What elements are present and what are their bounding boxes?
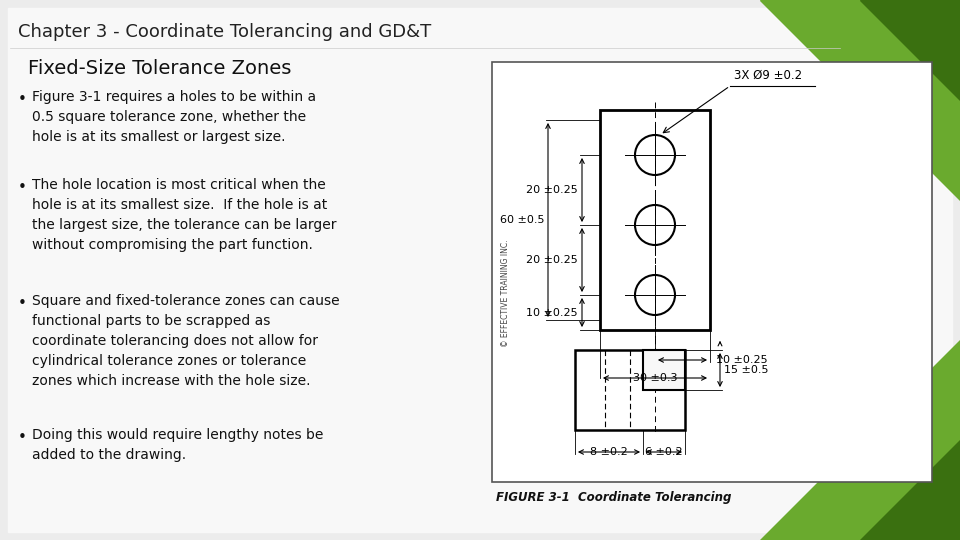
Text: Chapter 3 - Coordinate Tolerancing and GD&T: Chapter 3 - Coordinate Tolerancing and G… [18, 23, 431, 41]
Bar [492, 62, 932, 482]
Bar [643, 350, 685, 390]
Text: 15 ±0.5: 15 ±0.5 [724, 365, 768, 375]
Text: 20 ±0.25: 20 ±0.25 [526, 255, 578, 265]
Text: 10 ±0.25: 10 ±0.25 [526, 307, 578, 318]
Text: 30 ±0.3: 30 ±0.3 [633, 373, 677, 383]
Text: FIGURE 3-1  Coordinate Tolerancing: FIGURE 3-1 Coordinate Tolerancing [496, 491, 732, 504]
Bar [575, 350, 685, 430]
Text: 8 ±0.2: 8 ±0.2 [590, 447, 628, 457]
Text: 3X Ø9 ±0.2: 3X Ø9 ±0.2 [734, 69, 803, 82]
Polygon shape [760, 340, 960, 540]
Text: •: • [18, 296, 27, 311]
Text: 10 ±0.25: 10 ±0.25 [716, 355, 768, 365]
Text: 6 ±0.2: 6 ±0.2 [645, 447, 683, 457]
Polygon shape [860, 440, 960, 540]
Text: Fixed-Size Tolerance Zones: Fixed-Size Tolerance Zones [28, 58, 292, 78]
Text: Doing this would require lengthy notes be
added to the drawing.: Doing this would require lengthy notes b… [32, 428, 324, 462]
Text: 20 ±0.25: 20 ±0.25 [526, 185, 578, 195]
Text: The hole location is most critical when the
hole is at its smallest size.  If th: The hole location is most critical when … [32, 178, 337, 252]
Text: Square and fixed-tolerance zones can cause
functional parts to be scrapped as
co: Square and fixed-tolerance zones can cau… [32, 294, 340, 388]
Text: 60 ±0.5: 60 ±0.5 [499, 215, 544, 225]
Polygon shape [760, 0, 960, 200]
Text: © EFFECTIVE TRAINING INC.: © EFFECTIVE TRAINING INC. [501, 239, 511, 347]
Text: •: • [18, 92, 27, 107]
Polygon shape [860, 0, 960, 100]
Bar [600, 110, 710, 330]
Text: Figure 3-1 requires a holes to be within a
0.5 square tolerance zone, whether th: Figure 3-1 requires a holes to be within… [32, 90, 316, 144]
Text: •: • [18, 180, 27, 195]
Text: •: • [18, 430, 27, 445]
